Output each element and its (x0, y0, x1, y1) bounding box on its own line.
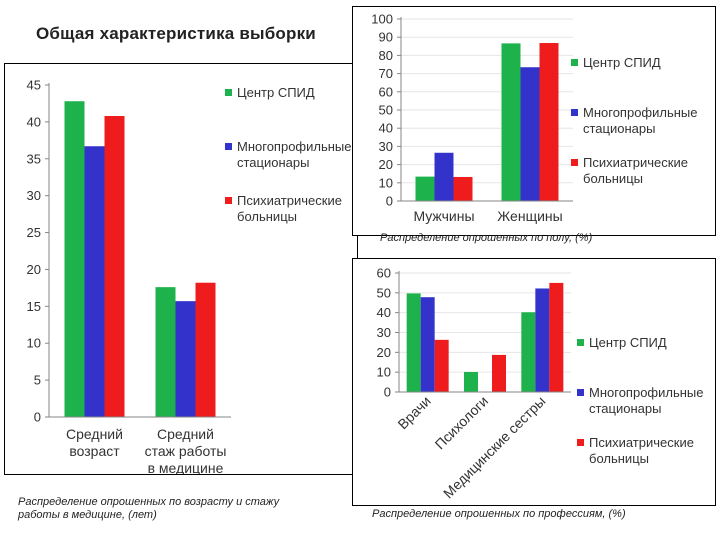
caption-profession-line-1: Распределение опрошенных по профессиям, … (372, 508, 626, 520)
profession-legend-entry: стационары (589, 401, 661, 416)
age-category-label: Средний (157, 426, 214, 442)
profession-ytick-label: 50 (377, 285, 391, 300)
profession-bar-врачи-психиатрические (434, 339, 449, 392)
profession-legend-swatch (577, 389, 584, 396)
age-legend-entry: Центр СПИД (237, 85, 315, 100)
profession-legend-entry: Центр СПИД (589, 335, 667, 350)
profession-category-label: Медицинские сестры (440, 393, 549, 502)
caption-gender-line-1: Распределение опрошенных по полу, (%) (380, 232, 593, 244)
gender-bar-мужчины-центр (415, 176, 435, 201)
age-bar-средний-стаж-работы-в-медицине-психиатрические (195, 282, 216, 417)
gender-legend-swatch (571, 159, 578, 166)
profession-bar-врачи-многопрофильные (420, 297, 435, 392)
gender-legend-entry: больницы (583, 171, 643, 186)
age-category-label: Средний (66, 426, 123, 442)
profession-category-label: Врачи (394, 393, 433, 432)
age-category-label: в медицине (148, 460, 224, 474)
profession-category-label: Психологи (432, 393, 492, 453)
age-category-label: возраст (69, 443, 120, 459)
age-legend-entry: стационары (237, 155, 309, 170)
gender-ytick-label: 10 (379, 175, 393, 190)
gender-ytick-label: 90 (379, 30, 393, 45)
gender-bar-мужчины-психиатрические (453, 176, 473, 201)
profession-ytick-label: 10 (377, 365, 391, 380)
gender-ytick-label: 70 (379, 66, 393, 81)
gender-ytick-label: 20 (379, 157, 393, 172)
age-bar-средний-возраст-центр (64, 101, 85, 417)
profession-legend-swatch (577, 339, 584, 346)
gender-bar-женщины-центр (501, 43, 521, 201)
age-legend-entry: Многопрофильные (237, 139, 352, 154)
chart-age-frame: 0 5 10 15 20 25 30 35 40 45 Средний возраст Средний с… (4, 63, 358, 477)
caption-age-line-1: Распределение опрошенных по возрасту и с… (18, 496, 280, 508)
profession-bar-психологи-центр (464, 371, 478, 392)
age-ytick-label: 25 (27, 225, 41, 240)
gender-category-label: Мужчины (413, 208, 474, 224)
age-ytick-label: 40 (27, 114, 41, 129)
chart-age: 051015202530354045СреднийвозрастСреднийс… (27, 78, 352, 477)
gender-ytick-label: 60 (379, 84, 393, 99)
gender-bar-мужчины-многопрофильные (434, 152, 454, 201)
gender-ytick-label: 30 (379, 139, 393, 154)
age-ytick-label: 35 (27, 151, 41, 166)
age-bar-средний-стаж-работы-в-медицине-многопрофильные (175, 301, 196, 417)
page-title: Общая характеристика выборки (36, 24, 316, 43)
profession-bar-врачи-центр (406, 293, 421, 392)
gender-legend-entry: Многопрофильные (583, 105, 698, 120)
profession-bar-медицинские-сестры-центр (521, 312, 536, 392)
age-ytick-label: 15 (27, 299, 41, 314)
profession-ytick-label: 0 (384, 385, 391, 400)
gender-ytick-label: 0 (386, 194, 393, 209)
caption-gender: Распределение опрошенных по полу, (%) (380, 232, 680, 245)
gender-ytick-label: 80 (379, 48, 393, 63)
gender-category-label: Женщины (497, 208, 562, 224)
age-ytick-label: 0 (34, 410, 41, 425)
age-ytick-label: 30 (27, 188, 41, 203)
age-legend-swatch (225, 143, 232, 150)
profession-legend-entry: Психиатрические (589, 435, 694, 450)
age-bar-средний-возраст-психиатрические (104, 115, 125, 417)
gender-legend-entry: стационары (583, 121, 655, 136)
age-bar-средний-стаж-работы-в-медицине-центр (155, 287, 176, 417)
chart-gender: 0 10 20 30 40 50 60 70 80 90 100 Мужчины Женщины Цент… (371, 12, 698, 225)
profession-ytick-label: 40 (377, 305, 391, 320)
gender-legend-entry: Психиатрические (583, 155, 688, 170)
caption-profession: Распределение опрошенных по профессиям, … (372, 508, 702, 521)
gender-ytick-label: 100 (371, 12, 393, 27)
profession-bar-медицинские-сестры-многопрофильные (535, 288, 550, 392)
chart-profession-frame: 0 10 20 30 40 50 60 Врачи Психологи Медицинские с… (352, 258, 716, 506)
caption-age: Распределение опрошенных по возрасту и с… (18, 496, 348, 522)
gender-legend-swatch (571, 59, 578, 66)
caption-age-line-2: работы в медицине, (лет) (18, 509, 157, 521)
chart-gender-frame: 0 10 20 30 40 50 60 70 80 90 100 Мужчины Женщины Цент… (352, 6, 716, 236)
age-legend-swatch (225, 89, 232, 96)
age-legend-entry: Психиатрические (237, 193, 342, 208)
profession-ytick-label: 20 (377, 345, 391, 360)
profession-ytick-label: 30 (377, 325, 391, 340)
gender-legend-entry: Центр СПИД (583, 55, 661, 70)
profession-ytick-label: 60 (377, 266, 391, 281)
age-legend-swatch (225, 197, 232, 204)
gender-legend-swatch (571, 109, 578, 116)
profession-bar-медицинские-сестры-психиатрические (549, 282, 564, 392)
gender-ytick-label: 40 (379, 121, 393, 136)
age-legend-entry: больницы (237, 209, 297, 224)
age-category-label: стаж работы (145, 443, 227, 459)
profession-legend-entry: Многопрофильные (589, 385, 704, 400)
age-ytick-label: 45 (27, 78, 41, 93)
gender-ytick-label: 50 (379, 103, 393, 118)
profession-bar-психологи-психиатрические (492, 354, 506, 392)
age-ytick-label: 20 (27, 262, 41, 277)
age-ytick-label: 10 (27, 336, 41, 351)
profession-legend-swatch (577, 439, 584, 446)
gender-bar-женщины-многопрофильные (520, 67, 540, 201)
profession-legend-entry: больницы (589, 451, 649, 466)
age-ytick-label: 5 (34, 373, 41, 388)
age-bar-средний-возраст-многопрофильные (84, 146, 105, 417)
gender-bar-женщины-психиатрические (539, 43, 559, 201)
